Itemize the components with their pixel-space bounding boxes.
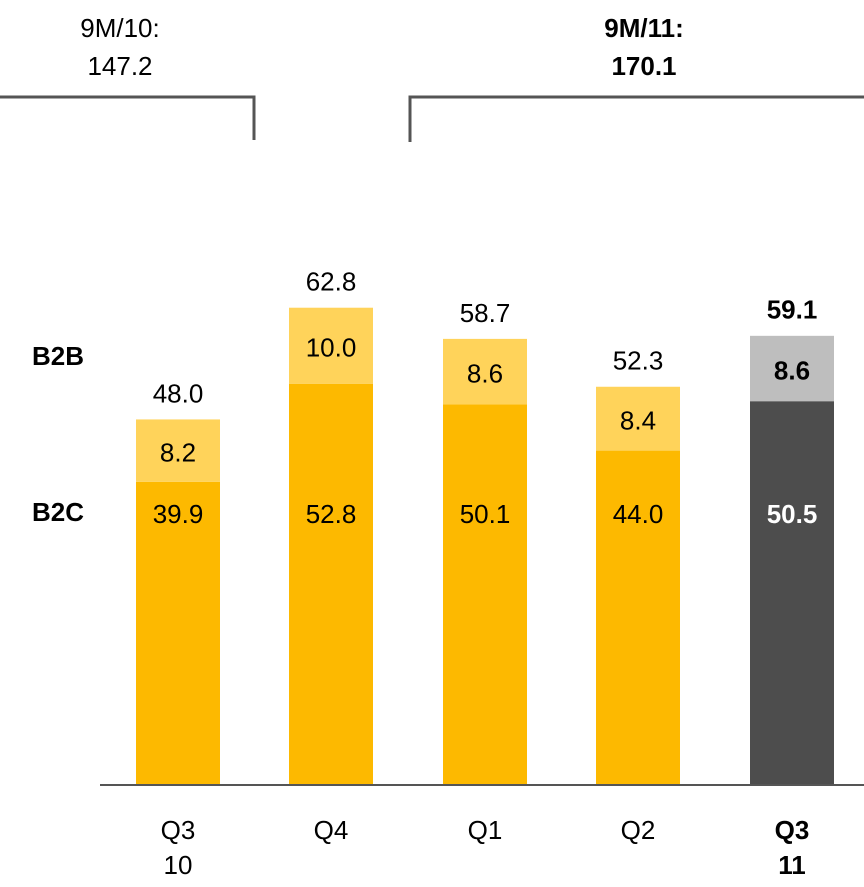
labels-layer: 39.9 8.2 48.0 Q3 10 52.8 10.0 62.8 Q4 50.1 8.6 58.7… — [32, 267, 817, 880]
annotation-9m11-line2: 170.1 — [611, 51, 676, 81]
legend-b2c: B2C — [32, 497, 84, 527]
label-total-4: 59.1 — [767, 295, 818, 325]
bar-b2b-2 — [443, 338, 527, 405]
bar-b2c-1 — [289, 383, 373, 785]
label-b2b-0: 8.2 — [160, 437, 196, 467]
annotation-9m10-line2: 147.2 — [87, 51, 152, 81]
bar-b2b-4 — [750, 335, 834, 402]
bar-b2b-3 — [596, 386, 680, 451]
label-b2b-1: 10.0 — [306, 333, 357, 363]
bracket-9m11 — [408, 95, 864, 142]
bracket-9m10 — [0, 95, 256, 140]
label-b2c-3: 44.0 — [613, 499, 664, 529]
label-total-3: 52.3 — [613, 346, 664, 376]
bars-layer — [100, 307, 864, 786]
annotation-9m11-line1: 9M/11: — [604, 13, 684, 43]
x-tick-label-2-line1: Q1 — [468, 815, 503, 845]
label-b2b-4: 8.6 — [774, 355, 810, 385]
label-b2c-0: 39.9 — [153, 499, 204, 529]
x-tick-label-3-line1: Q2 — [621, 815, 656, 845]
x-tick-label-1-line1: Q4 — [314, 815, 349, 845]
bar-b2c-3 — [596, 450, 680, 785]
label-total-0: 48.0 — [153, 378, 204, 408]
x-tick-label-4-line1: Q3 — [775, 815, 810, 845]
annotation-9m10-line1: 9M/10: — [80, 13, 160, 43]
x-tick-label-4-line2: 11 — [778, 850, 806, 880]
bar-b2c-0 — [136, 481, 220, 785]
bar-b2b-1 — [289, 307, 373, 384]
label-total-1: 62.8 — [306, 267, 357, 297]
label-b2b-3: 8.4 — [620, 406, 656, 436]
bar-b2c-4 — [750, 401, 834, 785]
label-b2c-4: 50.5 — [767, 499, 818, 529]
label-b2c-2: 50.1 — [460, 499, 511, 529]
label-total-2: 58.7 — [460, 298, 511, 328]
label-b2b-2: 8.6 — [467, 358, 503, 388]
x-tick-label-0-line1: Q3 — [161, 815, 196, 845]
legend-b2b: B2B — [32, 341, 84, 371]
x-tick-label-0-line2: 10 — [164, 850, 193, 880]
bar-b2b-0 — [136, 419, 220, 482]
label-b2c-1: 52.8 — [306, 499, 357, 529]
bar-b2c-2 — [443, 404, 527, 785]
annotations-layer: 9M/10: 147.2 9M/11: 170.1 — [0, 13, 864, 142]
